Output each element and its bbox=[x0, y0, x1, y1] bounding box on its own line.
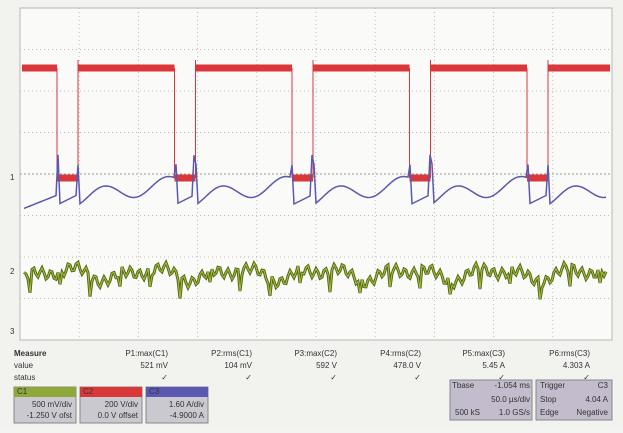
channel-offset: -1.250 V ofst bbox=[27, 411, 73, 420]
measure-value: 478.0 V bbox=[393, 361, 421, 370]
timebase-field: 1.0 GS/s bbox=[499, 408, 530, 417]
row-label: status bbox=[14, 373, 35, 382]
measure-value: 4.303 A bbox=[563, 361, 591, 370]
measure-value: 521 mV bbox=[140, 361, 168, 370]
channel-marker: 2 bbox=[10, 267, 15, 276]
measure-status: ✓ bbox=[330, 373, 337, 382]
channel-offset: 0.0 V offset bbox=[98, 411, 139, 420]
measure-name: P5:max(C3) bbox=[462, 349, 505, 358]
measure-status: ✓ bbox=[414, 373, 421, 382]
trigger-field: Stop bbox=[540, 395, 557, 404]
measure-value: 592 V bbox=[316, 361, 338, 370]
trigger-field: Trigger bbox=[540, 381, 565, 390]
measure-name: P2:rms(C1) bbox=[211, 349, 252, 358]
channel-scale: 200 V/div bbox=[105, 400, 138, 409]
measure-header: Measure bbox=[14, 349, 47, 358]
timebase-field: Tbase bbox=[452, 381, 475, 390]
measure-name: P1:max(C1) bbox=[125, 349, 168, 358]
trigger-field: Edge bbox=[540, 408, 559, 417]
timebase-field: 50.0 µs/div bbox=[491, 395, 530, 404]
trigger-field: Negative bbox=[576, 408, 608, 417]
timebase-field: -1.054 ms bbox=[494, 381, 530, 390]
channel-label: C2 bbox=[83, 387, 94, 396]
trigger-field: 4.04 A bbox=[585, 395, 608, 404]
measure-name: P6:rms(C3) bbox=[549, 349, 590, 358]
measure-value: 104 mV bbox=[224, 361, 252, 370]
channel-label: C3 bbox=[149, 387, 160, 396]
measure-name: P3:max(C2) bbox=[294, 349, 337, 358]
measure-status: ✓ bbox=[161, 373, 168, 382]
channel-scale: 500 mV/div bbox=[32, 400, 72, 409]
timebase-field: 500 kS bbox=[455, 408, 480, 417]
channel-marker: 1 bbox=[10, 173, 15, 182]
channel-marker: 3 bbox=[10, 327, 15, 336]
channel-label: C1 bbox=[17, 387, 28, 396]
measure-value: 5.45 A bbox=[482, 361, 505, 370]
measure-status: ✓ bbox=[245, 373, 252, 382]
oscilloscope-screen: 1 2 3 Measure value status P1:max(C1) 521 mV ✓ P… bbox=[0, 0, 623, 428]
channel-offset: -4.9000 A bbox=[170, 411, 205, 420]
measure-name: P4:rms(C2) bbox=[380, 349, 421, 358]
trigger-field: C3 bbox=[598, 381, 609, 390]
row-label: value bbox=[14, 361, 34, 370]
channel-scale: 1.60 A/div bbox=[169, 400, 204, 409]
